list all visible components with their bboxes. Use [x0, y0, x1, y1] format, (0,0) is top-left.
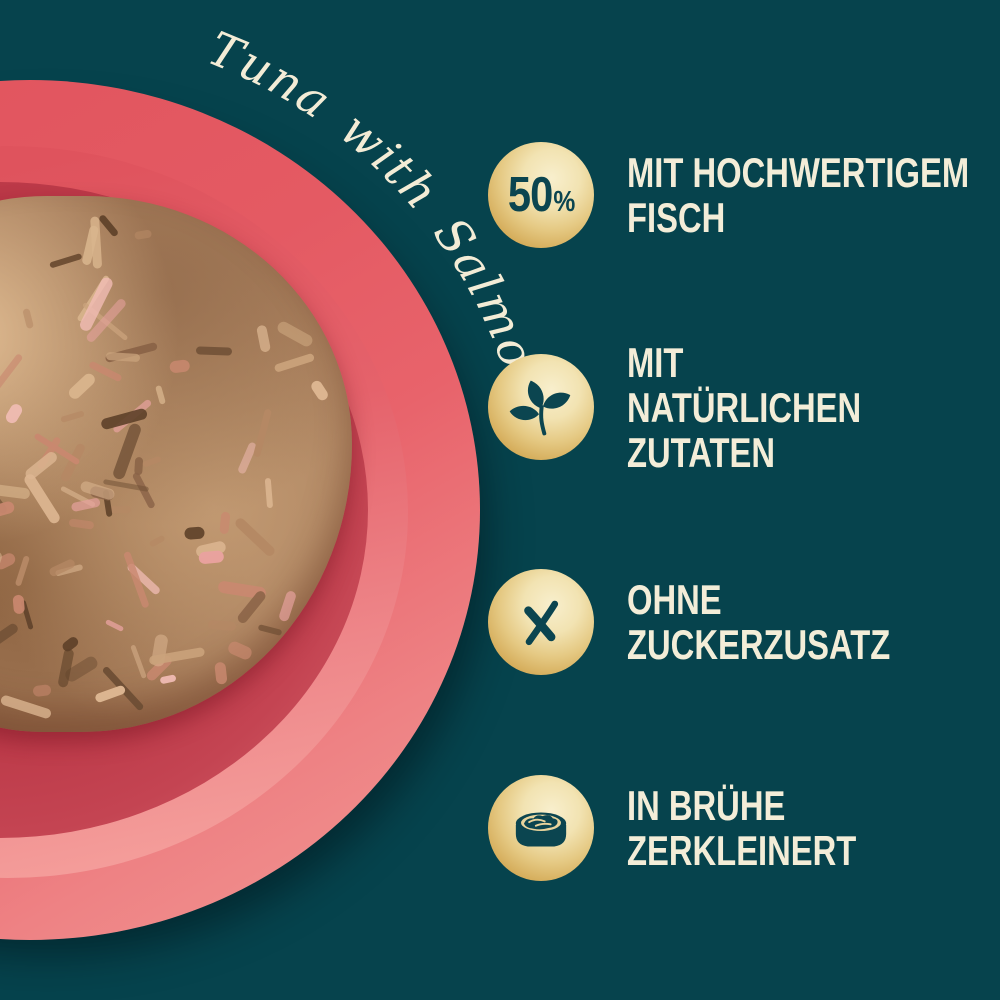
badge-number: 50 [507, 167, 553, 222]
feature-label-line: ZERKLEINERT [627, 827, 857, 874]
feature-label: IN BRÜHE ZERKLEINERT [627, 783, 856, 873]
badge-50-percent-value: 50 % [507, 167, 575, 222]
feature-label-line: FISCH [627, 194, 726, 241]
feature-row-no-added-sugar: OHNE ZUCKERZUSATZ [488, 569, 965, 675]
leaves-icon [509, 380, 571, 436]
badge-50-percent: 50 % [488, 142, 594, 248]
badge-percent-sign: % [553, 185, 575, 218]
feature-label: OHNE ZUCKERZUSATZ [627, 577, 890, 667]
feature-label: MIT HOCHWERTIGEM FISCH [627, 150, 969, 240]
feature-label-line: IN BRÜHE [627, 782, 786, 829]
feature-label: MIT NATÜRLICHEN ZUTATEN [627, 340, 861, 475]
feature-label-line: OHNE [627, 576, 722, 623]
feature-label-line: ZUTATEN [627, 428, 776, 476]
feature-label-line: ZUCKERZUSATZ [627, 621, 891, 668]
feature-row-natural-ingredients: MIT NATÜRLICHEN ZUTATEN [488, 340, 927, 475]
feature-label-line: MIT [627, 338, 684, 386]
leaves-badge [488, 354, 594, 460]
cross-icon [524, 600, 559, 646]
feature-label-line: NATÜRLICHEN [627, 383, 862, 431]
feature-label-line: MIT HOCHWERTIGEM [627, 149, 970, 196]
food-bowl-badge [488, 775, 594, 881]
cross-badge [488, 569, 594, 675]
feature-row-fish-content: 50 % MIT HOCHWERTIGEM FISCH [488, 142, 1000, 248]
food-bowl-icon [515, 812, 567, 847]
feature-row-in-broth: IN BRÜHE ZERKLEINERT [488, 775, 921, 881]
